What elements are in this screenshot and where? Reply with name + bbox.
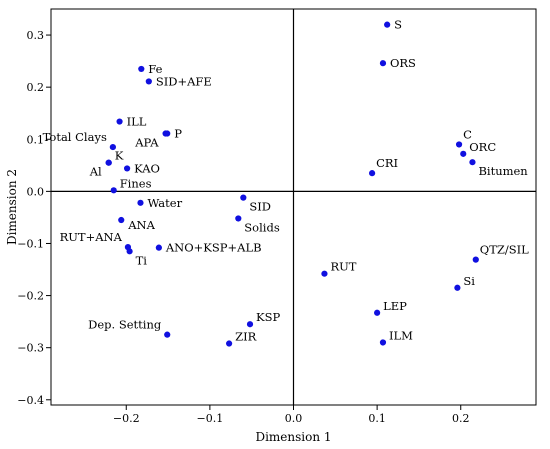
point-label: ZIR	[235, 330, 257, 344]
x-axis-title: Dimension 1	[255, 430, 331, 444]
data-point	[455, 141, 463, 148]
point-label: QTZ/SIL	[480, 243, 529, 257]
point-label: KAO	[134, 161, 160, 175]
x-tick-label: 0.2	[452, 412, 470, 425]
point-label: SID+AFE	[156, 74, 212, 88]
y-tick-label: 0.0	[27, 185, 45, 198]
point-label: CRI	[376, 156, 398, 170]
data-point	[145, 78, 152, 85]
data-point	[246, 321, 254, 328]
point-label: LEP	[383, 299, 407, 313]
plot-area-frame	[50, 8, 537, 406]
data-point	[105, 159, 112, 166]
y-tick-label: 0.1	[27, 133, 45, 146]
data-point	[226, 340, 233, 347]
y-tick-label: −0.4	[17, 394, 44, 407]
data-point	[118, 216, 125, 224]
point-label: Al	[89, 165, 102, 179]
y-tick-label: 0.3	[27, 29, 45, 42]
data-point	[379, 60, 387, 67]
x-tick-label: −0.2	[113, 412, 140, 425]
y-tick-label: −0.1	[17, 237, 44, 250]
point-label: Bitumen	[478, 164, 528, 178]
data-point	[162, 130, 169, 137]
data-point	[110, 187, 117, 194]
point-label: SID	[249, 200, 271, 214]
data-point	[454, 284, 461, 291]
point-label: RUT	[330, 260, 356, 274]
point-label: ANO+KSP+ALB	[165, 241, 262, 255]
data-point	[235, 215, 242, 222]
data-point	[369, 170, 376, 177]
point-label: Fines	[120, 176, 152, 190]
reference-lines	[51, 9, 536, 405]
point-label: K	[115, 149, 124, 163]
y-tick-label: 0.2	[27, 81, 45, 94]
point-label: APA	[134, 136, 159, 150]
x-tick-label: −0.1	[197, 412, 224, 425]
point-label: Fe	[148, 62, 162, 76]
x-tick-label: 0.0	[285, 412, 303, 425]
y-tick-label: −0.3	[17, 342, 44, 355]
point-label: Total Clays	[43, 130, 107, 144]
data-point	[126, 248, 133, 255]
point-label: S	[394, 18, 402, 32]
data-point	[460, 150, 467, 157]
point-label: RUT+ANA	[60, 230, 123, 244]
point-label: Water	[147, 196, 182, 210]
data-point	[321, 270, 328, 277]
point-label: Solids	[244, 220, 280, 234]
data-point	[469, 159, 476, 166]
data-point	[472, 256, 479, 263]
y-axis-title: Dimension 2	[5, 169, 19, 245]
point-label: Ti	[136, 253, 148, 267]
data-point	[109, 143, 116, 151]
point-label: Si	[463, 274, 475, 288]
data-point	[384, 21, 391, 28]
data-point	[164, 331, 171, 338]
point-label: ILM	[389, 328, 413, 342]
data-point	[155, 244, 162, 251]
y-tick-label: −0.2	[17, 290, 44, 303]
point-label: C	[463, 127, 472, 141]
point-label: ANA	[127, 218, 155, 232]
point-label: Dep. Setting	[88, 318, 162, 332]
data-point	[374, 309, 381, 316]
point-label: P	[174, 127, 182, 141]
data-point	[116, 118, 123, 125]
data-point	[123, 165, 131, 172]
point-label: KSP	[256, 310, 280, 324]
x-tick-label: 0.1	[368, 412, 386, 425]
points-layer	[105, 21, 479, 347]
ticks-layer: −0.2 −0.1 0.0 0.1 0.2 −0.4 −0.3 −0.2 −0.1 0.0 0.1 0…	[17, 29, 469, 425]
point-label: ILL	[127, 115, 147, 129]
data-point	[379, 339, 387, 346]
data-point	[240, 194, 247, 201]
point-label: ORS	[390, 56, 416, 70]
data-point	[138, 65, 145, 73]
point-label: ORC	[469, 140, 496, 154]
data-point	[137, 199, 144, 206]
